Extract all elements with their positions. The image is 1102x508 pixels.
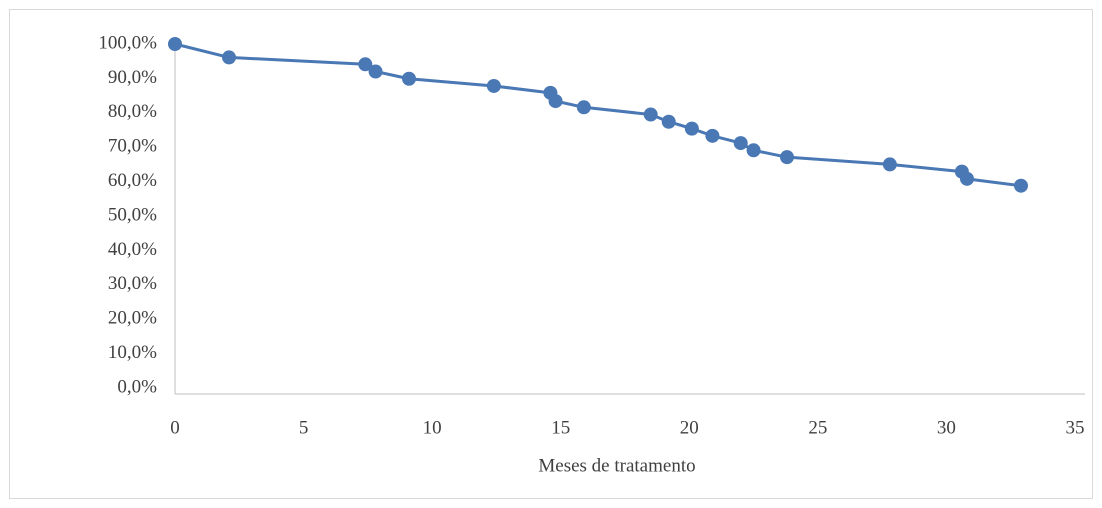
data-point [705,128,720,143]
data-point [684,121,699,136]
x-tick-label: 20 [680,417,699,438]
x-tick-label: 15 [551,417,570,438]
data-point [780,150,794,165]
x-tick-label: 5 [299,417,309,438]
x-axis-title: Meses de tratamento [538,455,695,476]
data-point [576,100,591,115]
data-point [1014,178,1028,193]
y-tick-label: 90,0% [108,67,157,88]
data-point [368,64,383,79]
y-tick-label: 100,0% [98,32,157,53]
x-tick-label: 25 [808,417,827,438]
y-tick-label: 60,0% [108,170,157,191]
data-point [882,157,897,172]
data-point [960,171,974,186]
y-tick-label: 20,0% [108,308,157,329]
x-tick-label: 30 [937,417,956,438]
x-tick-label: 35 [1066,417,1085,438]
y-tick-label: 40,0% [108,239,157,260]
data-point [746,143,761,158]
y-tick-label: 0,0% [117,376,157,397]
data-point [358,57,373,72]
y-tick-label: 80,0% [108,101,157,122]
data-point [486,78,501,93]
y-tick-label: 70,0% [108,136,157,157]
data-point [222,50,236,65]
y-tick-label: 30,0% [108,273,157,294]
data-point [548,94,563,109]
data-point [643,107,658,122]
y-tick-label: 50,0% [108,204,157,225]
data-point [733,136,748,151]
data-point [661,114,676,129]
data-point [402,71,416,86]
x-tick-label: 10 [423,417,442,438]
y-tick-label: 10,0% [108,342,157,363]
x-tick-label: 0 [170,417,180,438]
data-point [168,37,182,51]
